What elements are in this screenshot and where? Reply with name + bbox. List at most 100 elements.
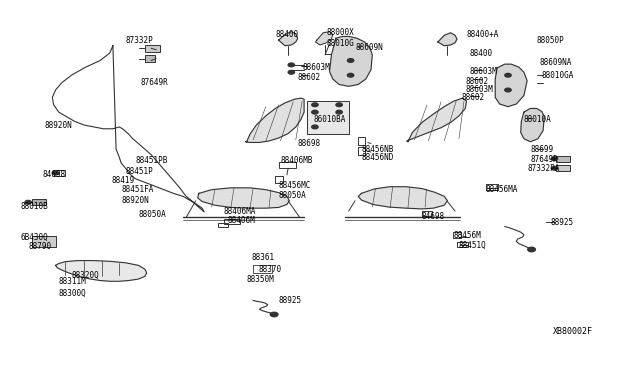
Text: XB80002F: XB80002F [552, 327, 593, 336]
Bar [54, 170, 65, 176]
Text: 88400: 88400 [470, 49, 493, 58]
Text: 88602: 88602 [298, 73, 321, 81]
Text: 88609NA: 88609NA [540, 58, 572, 67]
Text: 88400+A: 88400+A [467, 30, 499, 39]
Text: 88698: 88698 [298, 139, 321, 148]
Circle shape [312, 125, 318, 129]
Circle shape [312, 110, 318, 114]
Text: 88010GA: 88010GA [541, 71, 574, 80]
Bar [358, 137, 365, 145]
Polygon shape [438, 33, 457, 46]
Text: 88406MA: 88406MA [223, 207, 255, 217]
Polygon shape [330, 36, 372, 86]
Text: 88406MB: 88406MB [280, 155, 313, 165]
Bar [452, 232, 461, 238]
Text: 88456MC: 88456MC [278, 182, 311, 190]
Text: 88050P: 88050P [537, 36, 564, 45]
Bar [307, 101, 349, 134]
Text: 87332PA: 87332PA [527, 164, 559, 173]
Text: 88699: 88699 [531, 145, 554, 154]
Text: 86010BA: 86010BA [314, 115, 346, 124]
Bar [422, 211, 431, 215]
Text: 88010A: 88010A [524, 115, 552, 124]
Polygon shape [198, 188, 289, 208]
Text: 88456ND: 88456ND [362, 153, 394, 162]
Bar [218, 223, 228, 227]
Text: 88451P: 88451P [125, 167, 154, 176]
Text: 88010B: 88010B [20, 202, 48, 211]
Text: 88603M: 88603M [302, 63, 330, 72]
Bar [145, 45, 160, 52]
Circle shape [288, 70, 294, 74]
Text: 88456M: 88456M [454, 231, 481, 240]
Bar [358, 147, 365, 155]
Text: 88609N: 88609N [355, 43, 383, 52]
Circle shape [25, 201, 31, 204]
Text: 88370: 88370 [258, 264, 282, 273]
Polygon shape [406, 98, 467, 142]
Text: 88400: 88400 [275, 30, 298, 39]
Bar [556, 156, 570, 161]
Bar [145, 55, 155, 62]
Text: 88451Q: 88451Q [459, 241, 486, 250]
Polygon shape [495, 64, 527, 107]
Text: 88311M: 88311M [59, 278, 86, 286]
Text: 88050A: 88050A [138, 210, 166, 219]
Circle shape [312, 103, 318, 107]
Text: 87649R: 87649R [531, 155, 558, 164]
Text: 88350M: 88350M [246, 275, 275, 283]
Text: 87332P: 87332P [125, 36, 154, 45]
Text: 88419: 88419 [111, 176, 135, 185]
Text: 88320Q: 88320Q [72, 271, 99, 280]
Text: 88451FA: 88451FA [121, 185, 154, 194]
Bar [457, 243, 468, 247]
Bar [486, 184, 499, 190]
Text: 88925: 88925 [278, 296, 301, 305]
Bar [32, 199, 46, 205]
Circle shape [528, 247, 536, 252]
Bar [225, 219, 241, 224]
Circle shape [551, 166, 557, 170]
Bar [275, 176, 283, 183]
Text: 88603M: 88603M [465, 85, 493, 94]
Bar [32, 236, 56, 247]
Circle shape [348, 73, 354, 77]
Circle shape [336, 110, 342, 114]
Circle shape [336, 103, 342, 107]
Bar [253, 265, 272, 273]
Text: 88790: 88790 [29, 243, 52, 251]
Text: 88451PB: 88451PB [135, 155, 168, 165]
Text: 87649R: 87649R [140, 78, 168, 87]
Circle shape [348, 59, 354, 62]
Text: 88603M: 88603M [470, 67, 497, 76]
Text: 88920N: 88920N [45, 121, 72, 129]
Text: 88920N: 88920N [121, 196, 149, 205]
Text: 88456NB: 88456NB [362, 145, 394, 154]
Circle shape [270, 312, 278, 317]
Circle shape [52, 171, 59, 175]
Text: 88602: 88602 [461, 93, 484, 102]
Text: 84698: 84698 [43, 170, 66, 179]
Text: 88361: 88361 [251, 253, 275, 263]
Circle shape [551, 157, 557, 161]
Polygon shape [316, 32, 333, 45]
Bar [278, 161, 296, 168]
Polygon shape [358, 187, 447, 209]
Text: 88456MA: 88456MA [486, 185, 518, 194]
Text: 84698: 84698 [422, 212, 445, 221]
Polygon shape [278, 32, 298, 46]
Polygon shape [521, 109, 544, 142]
Text: 88602: 88602 [465, 77, 488, 86]
Text: 88925: 88925 [550, 218, 574, 227]
Text: 88050A: 88050A [278, 191, 307, 200]
Circle shape [505, 73, 511, 77]
Bar [556, 165, 570, 171]
Text: 88000X: 88000X [326, 28, 354, 37]
Text: 88010G: 88010G [326, 39, 354, 48]
Polygon shape [246, 98, 304, 142]
Polygon shape [56, 260, 147, 281]
Text: 88300Q: 88300Q [59, 289, 86, 298]
Circle shape [505, 88, 511, 92]
Text: 88406M: 88406M [228, 216, 255, 225]
Text: 6B430Q: 6B430Q [20, 233, 48, 242]
